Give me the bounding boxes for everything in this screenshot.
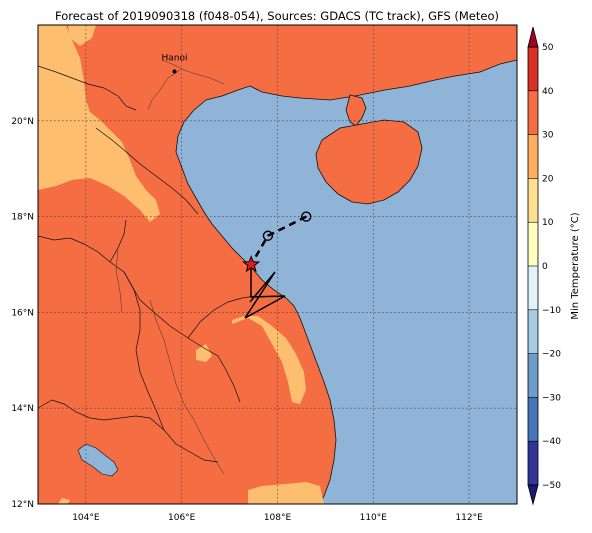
colorbar-tick-label: 20 [542, 174, 554, 184]
city-marker: Hanoi [162, 53, 188, 74]
colorbar-band [528, 309, 538, 354]
tc-position-marker [262, 230, 274, 241]
political-borders [38, 65, 257, 463]
lon-tick-label: 112°E [455, 513, 483, 523]
lat-tick-label: 20°N [11, 117, 34, 127]
lat-tick-label: 18°N [11, 213, 34, 223]
lat-tick-label: 14°N [11, 404, 34, 414]
lon-tick-label: 106°E [168, 513, 196, 523]
city-label-hanoi: Hanoi [162, 53, 188, 63]
tc-track [242, 211, 312, 273]
wind-radius-lines [244, 263, 286, 319]
colorbar-tick-label: −50 [542, 481, 561, 491]
colorbar-extend-low [527, 484, 539, 506]
colorbar-band [528, 222, 538, 266]
colorbar-band [528, 178, 538, 223]
colorbar-tick-label: −40 [542, 437, 561, 447]
mild-region-coast [248, 482, 324, 504]
colorbar-tick-label: 30 [542, 131, 554, 141]
colorbar-extend-high [527, 26, 539, 48]
colorbar-band [528, 90, 538, 135]
lat-tick-label: 16°N [11, 308, 34, 318]
colorbar-tick-label: −30 [542, 393, 561, 403]
lon-tick-label: 108°E [264, 513, 292, 523]
hainan-island [315, 119, 423, 205]
mild-region-north [38, 25, 160, 222]
colorbar: −50 −40 −30 −20 −10 0 10 20 30 40 50 [527, 26, 561, 506]
map-canvas: Hanoi [38, 25, 517, 504]
tc-current-star [242, 255, 261, 273]
colorbar-tick-label: 40 [542, 87, 554, 97]
lat-axis: 12°N 14°N 16°N 18°N 20°N [11, 117, 34, 510]
lat-tick-label: 12°N [11, 500, 34, 510]
lon-tick-label: 104°E [72, 513, 100, 523]
colorbar-tick-label: 0 [542, 262, 548, 272]
colorbar-band [528, 353, 538, 398]
mainland-landmass [38, 25, 517, 504]
mild-region-central [196, 344, 212, 362]
colorbar-tick-label: −20 [542, 350, 561, 360]
figure-title: Forecast of 2019090318 (f048-054), Sourc… [55, 9, 499, 23]
rivers [115, 59, 225, 475]
mild-region-top [68, 25, 96, 46]
tc-position-marker [301, 211, 312, 222]
colorbar-band [528, 266, 538, 310]
lon-axis: 104°E 106°E 108°E 110°E 112°E [72, 513, 483, 523]
leizhou-peninsula [345, 94, 367, 127]
colorbar-band [528, 134, 538, 179]
colorbar-band [528, 397, 538, 442]
colorbar-label: Min Temperature (°C) [570, 212, 581, 319]
mild-region-corner [58, 498, 70, 504]
colorbar-tick-label: 10 [542, 218, 554, 228]
colorbar-band [528, 441, 538, 485]
tc-track-line [250, 215, 307, 266]
colorbar-tick-label: 50 [542, 43, 554, 53]
colorbar-tick-label: −10 [542, 306, 561, 316]
colorbar-band [528, 47, 538, 91]
inland-lake [77, 443, 119, 477]
lon-tick-label: 110°E [360, 513, 388, 523]
map-frame [37, 24, 518, 505]
mild-region-south [232, 316, 306, 404]
